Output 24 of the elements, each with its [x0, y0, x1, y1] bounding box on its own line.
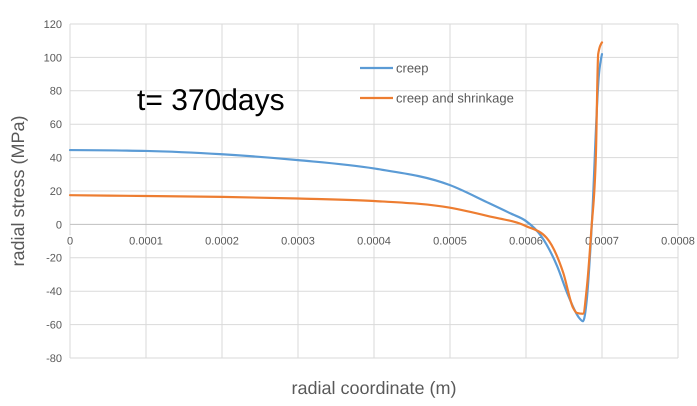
- x-tick-label: 0.0008: [661, 235, 695, 248]
- x-tick-label: 0.0001: [129, 235, 163, 248]
- x-tick-label: 0.0005: [433, 235, 467, 248]
- y-tick-label: 120: [44, 18, 62, 31]
- legend-label: creep and shrinkage: [396, 90, 514, 106]
- y-tick-label: -80: [46, 352, 62, 365]
- x-axis-title: radial coordinate (m): [291, 378, 457, 398]
- y-tick-label: -40: [46, 286, 62, 298]
- annotation: t= 370days: [137, 84, 285, 117]
- x-tick-label: 0.0002: [205, 235, 239, 248]
- x-tick-label: 0.0003: [281, 235, 315, 248]
- y-tick-label: -60: [46, 319, 62, 332]
- y-tick-label: 20: [50, 186, 62, 198]
- y-axis-title: radial stress (MPa): [8, 115, 28, 267]
- y-tick-label: 100: [44, 52, 62, 64]
- legend-label: creep: [396, 60, 429, 76]
- x-tick-label: 0: [66, 235, 74, 248]
- x-tick-label: 0.0004: [357, 235, 391, 248]
- y-tick-label: 80: [50, 86, 62, 98]
- y-tick-label: 40: [50, 152, 62, 164]
- y-tick-label: 60: [50, 119, 62, 132]
- y-tick-label: -20: [46, 252, 62, 265]
- y-tick-label: 0: [56, 219, 62, 232]
- x-tick-label: 0.0006: [509, 235, 543, 248]
